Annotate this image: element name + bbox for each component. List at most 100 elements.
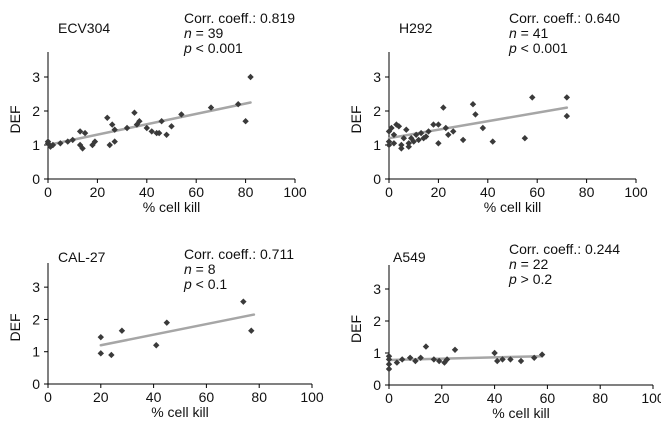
p-symbol: p <box>183 40 192 56</box>
corr-coeff-label: Corr. coeff.: 0.711 <box>184 246 294 262</box>
data-point <box>400 135 408 142</box>
data-point <box>399 356 406 363</box>
p-value: < 0.1 <box>192 276 228 292</box>
x-tick-label: 80 <box>592 390 608 406</box>
x-tick-label: 60 <box>529 184 545 200</box>
n-value: = 22 <box>517 256 549 272</box>
p-label: p < 0.001 <box>508 40 568 56</box>
y-tick-label: 0 <box>32 171 40 187</box>
p-value: < 0.001 <box>517 40 568 56</box>
regression-line <box>46 101 252 147</box>
n-label: n = 39 <box>184 25 224 41</box>
y-tick-label: 1 <box>373 345 381 361</box>
corr-coeff-label: Corr. coeff.: 0.819 <box>184 10 295 26</box>
data-point <box>425 128 432 135</box>
y-tick-label: 2 <box>373 103 381 119</box>
data-point <box>507 356 514 363</box>
data-point <box>499 356 506 363</box>
p-symbol: p <box>508 271 517 287</box>
p-label: p < 0.001 <box>183 40 243 56</box>
data-point <box>111 138 118 145</box>
x-tick-label: 60 <box>199 389 215 405</box>
regression-line <box>99 313 256 347</box>
data-point <box>443 356 451 363</box>
panel-title: ECV304 <box>58 20 110 36</box>
n-symbol: n <box>184 25 192 41</box>
x-tick-label: 100 <box>624 184 648 200</box>
n-value: = 8 <box>192 261 216 277</box>
x-axis-label: % cell kill <box>151 404 209 420</box>
data-point <box>97 350 104 357</box>
data-point <box>79 145 86 152</box>
y-tick-label: 0 <box>373 377 381 393</box>
y-tick-label: 1 <box>32 344 40 360</box>
x-axis-label: % cell kill <box>143 199 201 215</box>
y-tick-label: 3 <box>373 69 381 85</box>
data-point <box>395 123 403 130</box>
data-point <box>109 121 116 128</box>
y-tick-label: 2 <box>373 313 381 329</box>
data-point <box>158 118 165 125</box>
data-point <box>168 123 175 130</box>
data-point <box>398 145 405 152</box>
data-point <box>440 104 447 111</box>
y-tick-label: 3 <box>373 281 381 297</box>
data-point <box>417 354 424 361</box>
x-tick-label: 60 <box>188 184 204 200</box>
y-tick-label: 0 <box>373 171 381 187</box>
y-tick-label: 3 <box>32 69 40 85</box>
x-tick-label: 80 <box>238 184 254 200</box>
data-point <box>479 124 487 132</box>
x-tick-label: 0 <box>385 390 393 406</box>
p-label: p < 0.1 <box>183 276 227 292</box>
x-axis-label: % cell kill <box>484 199 542 215</box>
data-point <box>240 298 247 305</box>
data-point <box>44 138 52 145</box>
data-point <box>435 357 443 365</box>
y-axis-label: DEF <box>7 314 23 342</box>
data-point <box>445 131 452 138</box>
n-label: n = 22 <box>509 256 549 272</box>
data-point <box>153 342 160 349</box>
data-point <box>538 351 546 358</box>
x-tick-label: 60 <box>540 390 556 406</box>
n-value: = 41 <box>517 25 549 41</box>
data-point <box>131 109 138 116</box>
data-point <box>143 124 150 132</box>
y-tick-label: 2 <box>32 103 40 119</box>
data-point <box>385 361 393 368</box>
x-tick-label: 20 <box>431 184 447 200</box>
x-tick-label: 0 <box>44 389 52 405</box>
data-point <box>106 141 113 149</box>
data-point <box>49 141 57 149</box>
data-point <box>207 104 215 111</box>
x-tick-label: 40 <box>480 184 496 200</box>
data-point <box>435 121 442 128</box>
x-tick-label: 40 <box>146 389 162 405</box>
data-point <box>393 359 401 366</box>
data-point <box>136 118 143 125</box>
data-point <box>517 357 525 365</box>
y-tick-label: 1 <box>32 137 40 153</box>
p-label: p > 0.2 <box>508 271 552 287</box>
data-point <box>123 124 131 132</box>
data-point <box>417 129 425 137</box>
data-point <box>405 140 412 147</box>
data-point <box>97 333 104 341</box>
data-point <box>450 128 457 135</box>
p-value: < 0.001 <box>192 40 243 56</box>
data-point <box>494 357 501 365</box>
data-point <box>491 349 498 357</box>
data-point <box>385 141 393 149</box>
data-point <box>89 141 96 149</box>
data-point <box>111 126 118 133</box>
p-value: > 0.2 <box>517 271 553 287</box>
n-value: = 39 <box>192 25 224 41</box>
data-point <box>442 124 450 132</box>
data-point <box>57 140 64 147</box>
n-symbol: n <box>509 25 517 41</box>
